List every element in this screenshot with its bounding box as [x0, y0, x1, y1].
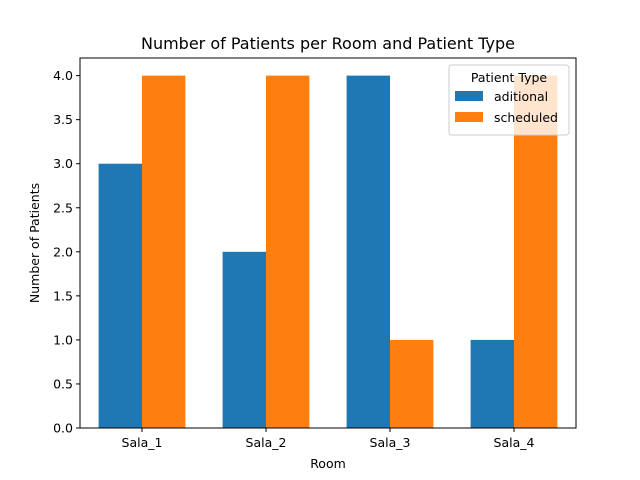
y-tick-label: 1.0	[53, 332, 73, 347]
x-tick-label: Sala_1	[122, 435, 163, 450]
legend-label-scheduled: scheduled	[494, 110, 558, 125]
legend-swatch-scheduled	[455, 112, 483, 122]
x-axis: Sala_1 Sala_2 Sala_3 Sala_4	[122, 428, 535, 450]
x-tick-label: Sala_3	[370, 435, 411, 450]
x-tick-label: Sala_4	[494, 435, 535, 450]
y-axis-label: Number of Patients	[27, 183, 42, 303]
y-axis: 0.0 0.5 1.0 1.5 2.0 2.5 3.0 3.5 4.0	[53, 68, 80, 436]
legend-label-aditional: aditional	[494, 89, 548, 104]
y-tick-label: 2.0	[53, 244, 73, 259]
x-axis-label: Room	[310, 456, 346, 471]
axes-frame	[79, 57, 577, 429]
bar-scheduled-sala_3	[390, 339, 434, 428]
bar-aditional-sala_4	[470, 339, 514, 428]
legend-swatch-aditional	[455, 91, 483, 101]
bar-aditional-sala_1	[98, 163, 142, 428]
y-tick-label: 3.0	[53, 156, 73, 171]
y-tick-label: 0.0	[53, 421, 73, 436]
bar-scheduled-sala_1	[142, 75, 186, 428]
x-tick-label: Sala_2	[246, 435, 287, 450]
y-tick-label: 4.0	[53, 68, 73, 83]
y-tick-label: 1.5	[53, 288, 73, 303]
y-tick-label: 0.5	[53, 376, 73, 391]
bar-aditional-sala_3	[346, 75, 390, 428]
plot-area	[79, 57, 577, 429]
bar-scheduled-sala_2	[266, 75, 310, 428]
legend: Patient Type aditional scheduled	[448, 64, 570, 136]
legend-title: Patient Type	[471, 70, 548, 85]
chart-title: Number of Patients per Room and Patient …	[141, 34, 515, 53]
y-tick-label: 3.5	[53, 112, 73, 127]
y-tick-label: 2.5	[53, 200, 73, 215]
bar-aditional-sala_2	[222, 251, 266, 428]
